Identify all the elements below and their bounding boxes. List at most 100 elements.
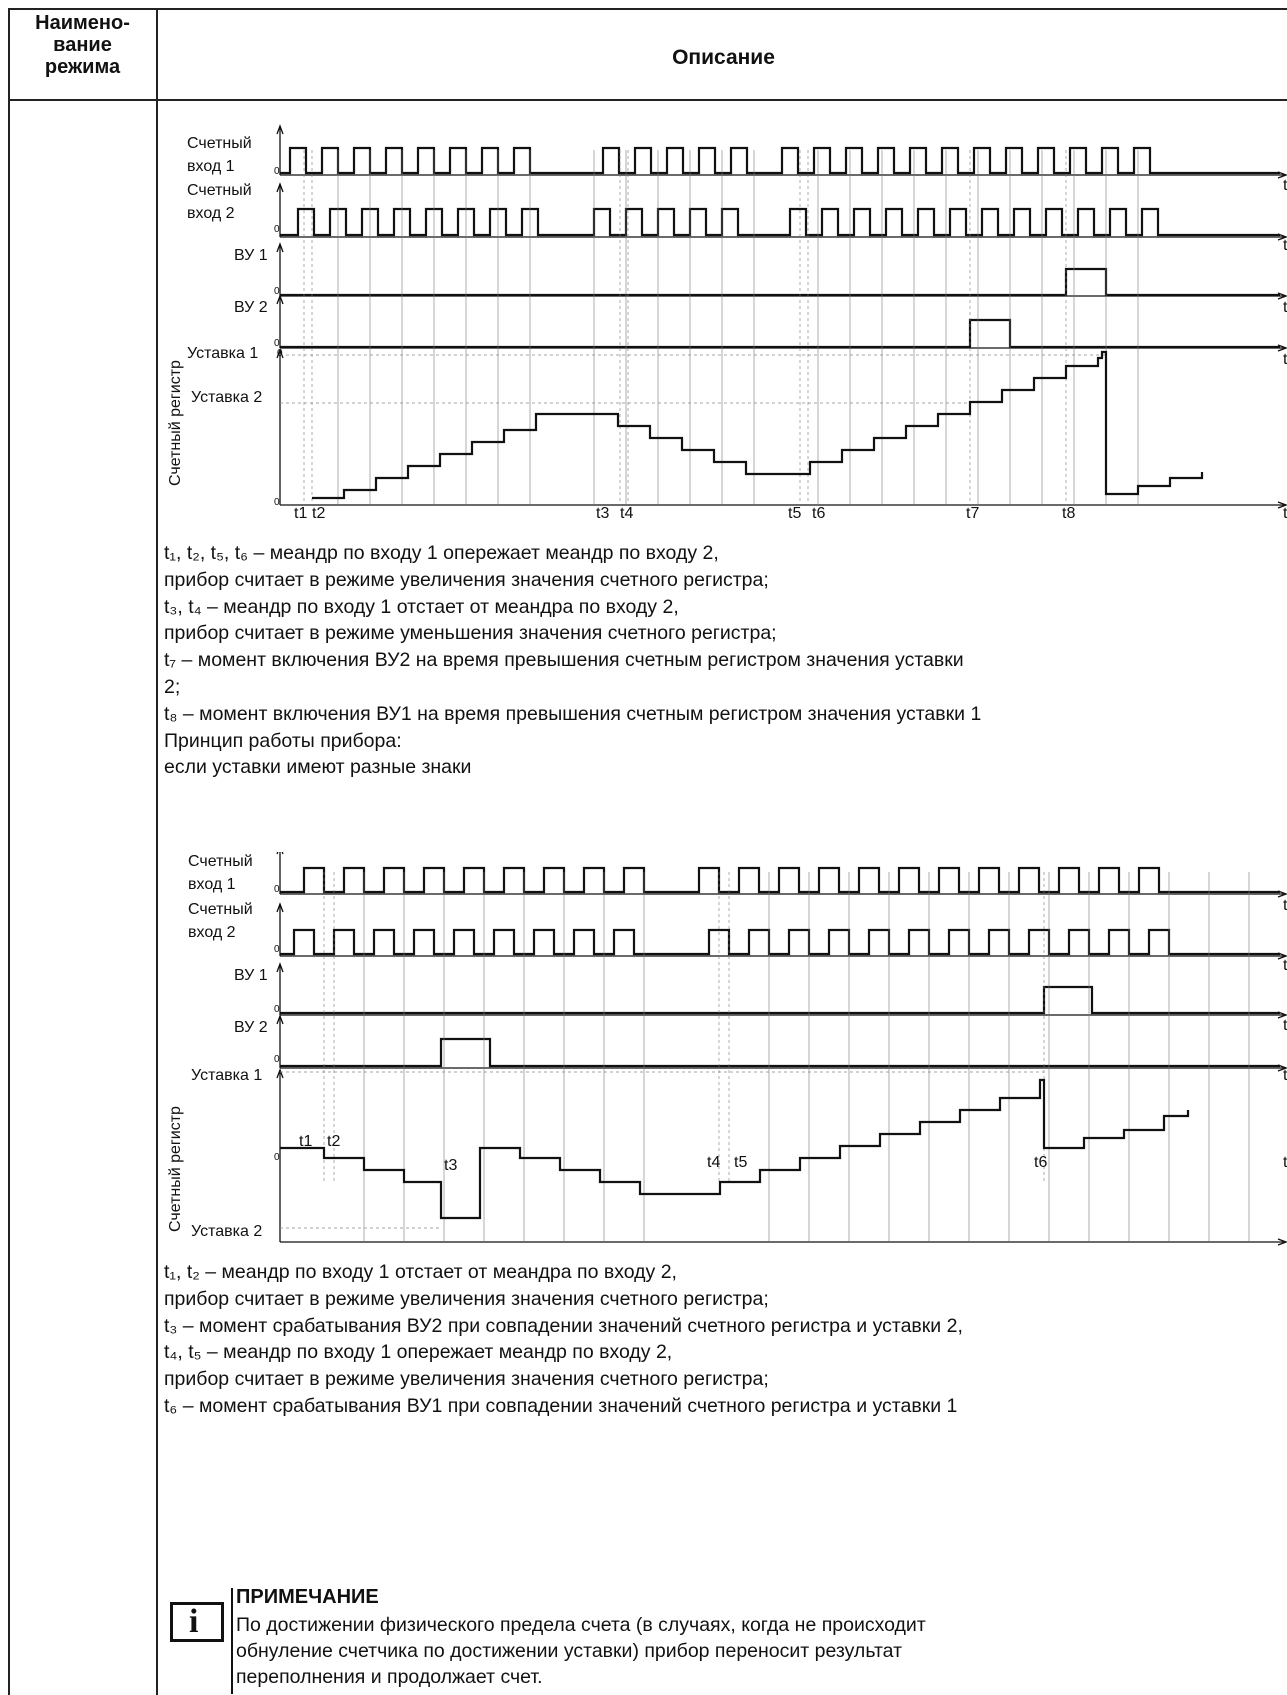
timing-diagram-2-svg: Счетный вход 1 Счетный вход 2 ВУ 1 ВУ 2 … [167,844,1287,1246]
d2-marker-t6: t6 [1034,1154,1047,1171]
d2-in1-wave [280,866,1280,894]
d2-reg-x-arrow [1277,1238,1287,1246]
d2-marker-t1: t1 [299,1133,312,1150]
d2-axis-t-4: t [1283,1067,1287,1084]
d2-in2-y-arrow [276,902,284,913]
text1-line: прибор считает в режиме увеличения значе… [164,568,769,591]
d2-marker-t5: t5 [734,1154,747,1171]
d2-axis-t-1: t [1283,897,1287,914]
d2-marker-t3: t3 [444,1157,457,1174]
d2-zero-reg: 0 [274,1152,280,1163]
d1-in2-y-arrow [276,182,284,193]
d1-zero-vu1: 0 [274,286,280,297]
d1-axis-t-2: t [1283,237,1287,254]
table-border-top [8,8,1287,10]
d1-in1-x-arrow [1277,171,1287,179]
d1-zero-set1: 0 [277,348,283,359]
d2-vu1-x-arrow [1277,1011,1287,1019]
note-line: обнуление счетчика по достижении уставки… [236,1640,903,1662]
d1-vu2-label: ВУ 2 [234,299,268,316]
d2-vu2-y-arrow [276,1014,284,1025]
d1-axis-t-1: t [1283,177,1287,194]
note-divider [231,1588,233,1694]
text1-line: t₈ – момент включения ВУ1 на время превы… [164,702,982,725]
d2-vu1-label: ВУ 1 [234,967,268,984]
d2-vu2-label: ВУ 2 [234,1019,268,1036]
d2-vu2-x-arrow [1277,1064,1287,1072]
d1-marker-t4: t4 [620,505,633,522]
d2-zero-in2: 0 [274,944,280,955]
d1-vu1-wave [280,267,1280,297]
d1-reg-x-arrow [1277,501,1287,509]
column-header-mode-name: Наимено- вание режима [35,12,130,78]
info-icon: i [170,1602,224,1642]
d1-marker-t8: t8 [1062,505,1075,522]
d1-in1-label-b: вход 1 [187,158,235,175]
text2-line: t₄, t₅ – меандр по входу 1 опережает меа… [164,1341,673,1364]
d1-vu1-label: ВУ 1 [234,247,268,264]
d1-zero-reg: 0 [274,497,280,508]
d1-in2-x-arrow [1277,233,1287,241]
d1-marker-t5: t5 [788,505,801,522]
text1-line: если уставки имеют разные знаки [164,756,472,779]
d1-in2-wave [280,207,1280,237]
d1-vu1-x-arrow [1277,292,1287,300]
d1-marker-t3: t3 [596,505,609,522]
d1-in2-label-a: Счетный [187,182,252,199]
d1-zero-in1: 0 [274,166,280,177]
d1-axis-t-3: t [1283,299,1287,316]
description-text-1: t₁, t₂, t₅, t₆ – меандр по входу 1 опере… [164,540,981,781]
timing-diagram-1: Счетный вход 1 Счетный вход 2 ВУ 1 ВУ 2 … [158,120,1287,530]
d2-in2-label-b: вход 2 [188,924,236,941]
d2-set1-label: Уставка 1 [191,1067,262,1084]
d1-axis-t-5: t [1283,505,1287,522]
d1-in1-wave [280,146,1280,175]
info-icon-glyph: i [189,1603,199,1640]
text1-line: 2; [164,675,181,698]
d2-vu2-wave [280,1037,1280,1068]
d1-axis-t-4: t [1283,351,1287,368]
d2-vu1-y-arrow [276,962,284,973]
d2-axis-t-5: t [1283,1154,1287,1171]
d1-vu1-y-arrow [276,242,284,253]
text2-line: t₆ – момент срабатывания ВУ1 при совпаде… [164,1394,958,1417]
timing-diagram-2: Счетный вход 1 Счетный вход 2 ВУ 1 ВУ 2 … [158,844,1287,1257]
text1-line: t₃, t₄ – меандр по входу 1 отстает от ме… [164,595,679,618]
d2-marker-t2: t2 [327,1133,340,1150]
d1-set2-label: Уставка 2 [191,389,262,406]
note-text: По достижении физического предела счета … [236,1612,926,1690]
d1-marker-t2: t2 [312,505,325,522]
text2-line: прибор считает в режиме увеличения значе… [164,1287,769,1310]
d2-in1-label-a: Счетный [188,853,253,870]
d1-marker-t1: t1 [294,505,307,522]
d1-in2-label-b: вход 2 [187,205,235,222]
d2-axis-t-2: t [1283,957,1287,974]
d2-register-line [280,1078,1190,1220]
note-line: переполнения и продолжает счет. [236,1666,543,1688]
d1-in1-y-arrow [276,124,284,135]
d1-in1-label-a: Счетный [187,135,252,152]
d2-in2-x-arrow [1277,952,1287,960]
d2-axis-t-3: t [1283,1017,1287,1034]
table-header-divider [8,99,1287,101]
d1-register-label: Счетный регистр [167,360,184,486]
d1-register-line [312,350,1204,500]
d2-set2-label: Уставка 2 [191,1223,262,1240]
d1-vu2-x-arrow [1277,344,1287,352]
text2-line: t₁, t₂ – меандр по входу 1 отстает от ме… [164,1261,677,1283]
column-header-description: Описание [672,46,775,69]
text1-line: t₁, t₂, t₅, t₆ – меандр по входу 1 опере… [164,542,719,564]
text2-line: прибор считает в режиме увеличения значе… [164,1368,769,1391]
d2-reg-y-arrow [276,1068,284,1079]
d2-in2-label-a: Счетный [188,901,253,918]
text1-line: Принцип работы прибора: [164,729,402,752]
d2-in2-wave [280,928,1280,956]
d2-zero-in1: 0 [274,884,280,895]
d1-marker-t6: t6 [812,505,825,522]
text1-line: прибор считает в режиме уменьшения значе… [164,622,777,645]
d1-zero-vu2: 0 [274,338,280,349]
table-column-divider [156,8,158,1695]
d1-zero-in2: 0 [274,224,280,235]
d2-zero-vu1: 0 [274,1004,280,1015]
d2-zero-vu2: 0 [274,1054,280,1065]
